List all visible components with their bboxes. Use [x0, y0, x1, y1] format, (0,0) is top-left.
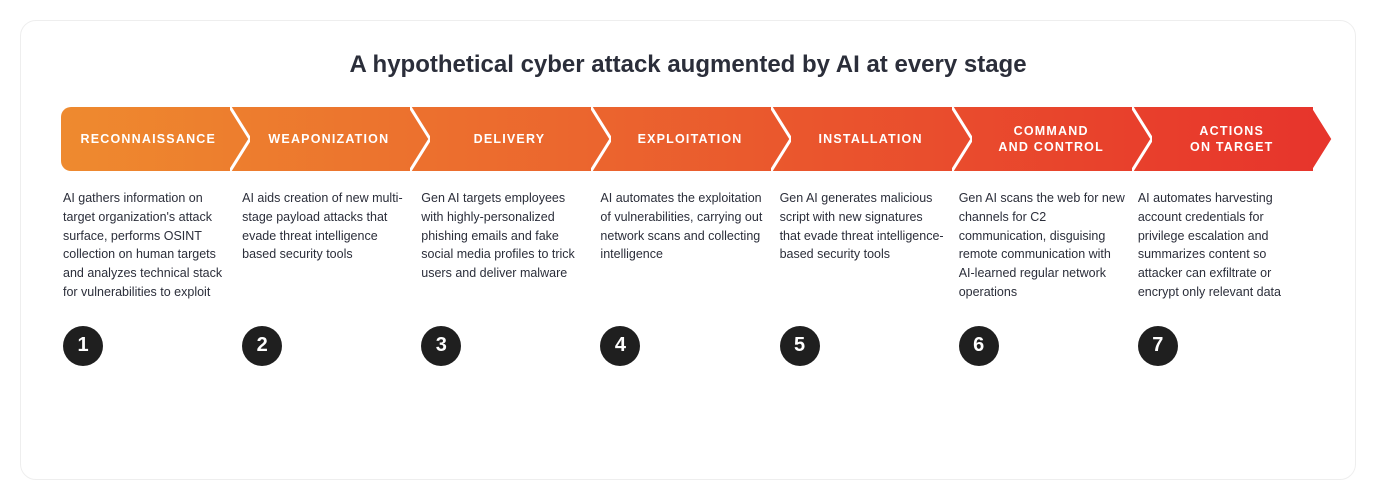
stage-number-cell: 7 [1136, 326, 1315, 366]
stage-number-cell: 3 [419, 326, 598, 366]
stage-number-badge: 5 [780, 326, 820, 366]
stage-description: AI automates harvesting account credenti… [1136, 189, 1315, 302]
stage-label: DELIVERY [474, 131, 546, 147]
stage-number-cell: 4 [598, 326, 777, 366]
stage-number-cell: 6 [957, 326, 1136, 366]
stage-header: INSTALLATION [773, 107, 954, 171]
stage-label: RECONNAISSANCE [81, 131, 217, 147]
stage-descriptions-row: AI gathers information on target organiz… [61, 189, 1315, 302]
stage-number-badge: 2 [242, 326, 282, 366]
stage-header: WEAPONIZATION [232, 107, 413, 171]
stage-numbers-row: 1 2 3 4 5 6 7 [61, 326, 1315, 366]
stage-label: INSTALLATION [819, 131, 923, 147]
stage-description: Gen AI targets employees with highly-per… [419, 189, 598, 302]
stage-label: WEAPONIZATION [268, 131, 389, 147]
stage-description: AI gathers information on target organiz… [61, 189, 240, 302]
stage-description: AI automates the exploitation of vulnera… [598, 189, 777, 302]
stage-description: Gen AI scans the web for new channels fo… [957, 189, 1136, 302]
stage-description: AI aids creation of new multi-stage payl… [240, 189, 419, 302]
chevron-right-icon [1313, 107, 1333, 171]
stage-headers-row: RECONNAISSANCE WEAPONIZATION DELIVERY EXPLO… [61, 107, 1315, 171]
stage-number-badge: 3 [421, 326, 461, 366]
stage-number-badge: 7 [1138, 326, 1178, 366]
chevron-right-icon [591, 107, 611, 171]
infographic-card: A hypothetical cyber attack augmented by… [20, 20, 1356, 480]
chevron-right-icon [410, 107, 430, 171]
stage-header: COMMANDAND CONTROL [954, 107, 1135, 171]
stage-label: ACTIONSON TARGET [1190, 123, 1273, 156]
stage-header: DELIVERY [412, 107, 593, 171]
stage-number-cell: 1 [61, 326, 240, 366]
stage-header: EXPLOITATION [593, 107, 774, 171]
chevron-right-icon [771, 107, 791, 171]
stage-label: COMMANDAND CONTROL [998, 123, 1104, 156]
infographic-title: A hypothetical cyber attack augmented by… [61, 51, 1315, 79]
stage-header: ACTIONSON TARGET [1134, 107, 1315, 171]
stage-number-badge: 6 [959, 326, 999, 366]
chevron-right-icon [1132, 107, 1152, 171]
stage-description: Gen AI generates malicious script with n… [778, 189, 957, 302]
chevron-right-icon [230, 107, 250, 171]
stage-header: RECONNAISSANCE [61, 107, 232, 171]
stage-number-badge: 1 [63, 326, 103, 366]
stage-number-badge: 4 [600, 326, 640, 366]
chevron-right-icon [952, 107, 972, 171]
stage-label: EXPLOITATION [638, 131, 743, 147]
stage-number-cell: 2 [240, 326, 419, 366]
stage-number-cell: 5 [778, 326, 957, 366]
